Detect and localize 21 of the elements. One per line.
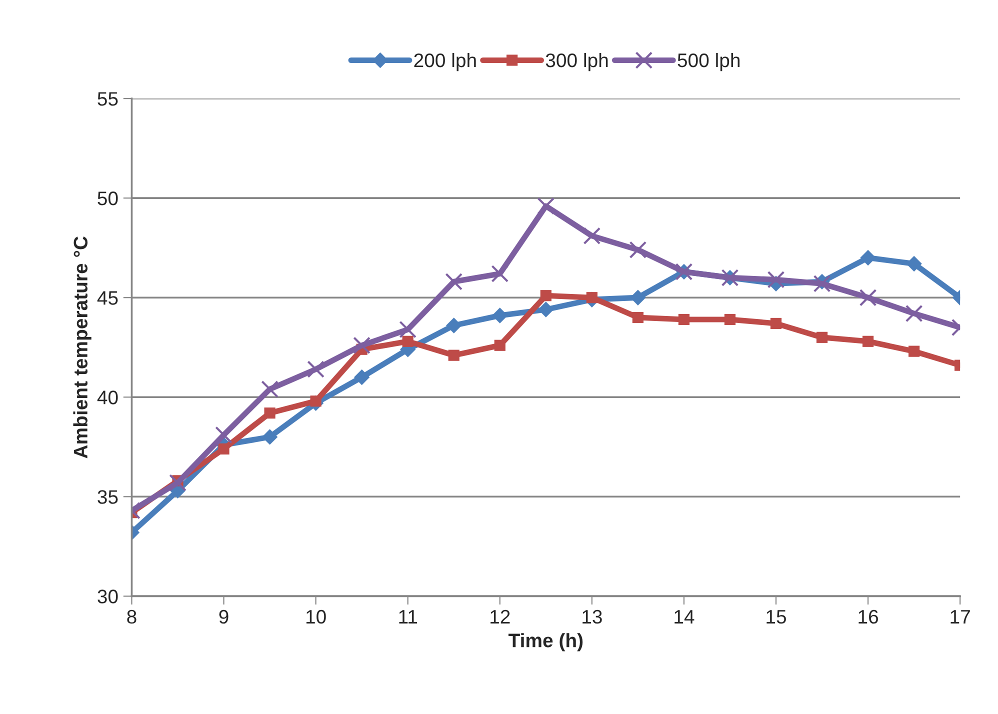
y-tick-label: 55 bbox=[98, 92, 118, 106]
legend-label: 500 lph bbox=[678, 52, 740, 72]
y-tick-label: 40 bbox=[97, 390, 118, 404]
x-tick-label: 8 bbox=[127, 610, 136, 624]
y-tick-label: 50 bbox=[98, 192, 118, 206]
y-tick-label: 35 bbox=[98, 490, 118, 504]
x-tick-label: 16 bbox=[858, 610, 878, 624]
x-tick-label: 17 bbox=[950, 610, 970, 624]
x-tick-label: 13 bbox=[582, 610, 602, 624]
x-tick-label: 10 bbox=[306, 610, 326, 624]
legend-label: 200 lph bbox=[414, 52, 476, 72]
y-axis-title: Ambient temperature °C bbox=[73, 236, 92, 458]
legend-label: 300 lph bbox=[546, 52, 608, 72]
x-axis-title: Time (h) bbox=[508, 633, 583, 652]
x-tick-label: 14 bbox=[674, 610, 694, 624]
x-tick-label: 11 bbox=[399, 610, 417, 624]
y-tick-label: 45 bbox=[97, 291, 118, 305]
x-tick-label: 15 bbox=[766, 610, 786, 624]
x-tick-label: 9 bbox=[219, 610, 228, 624]
y-tick-label: 30 bbox=[98, 590, 118, 604]
x-tick-label: 12 bbox=[490, 610, 510, 624]
